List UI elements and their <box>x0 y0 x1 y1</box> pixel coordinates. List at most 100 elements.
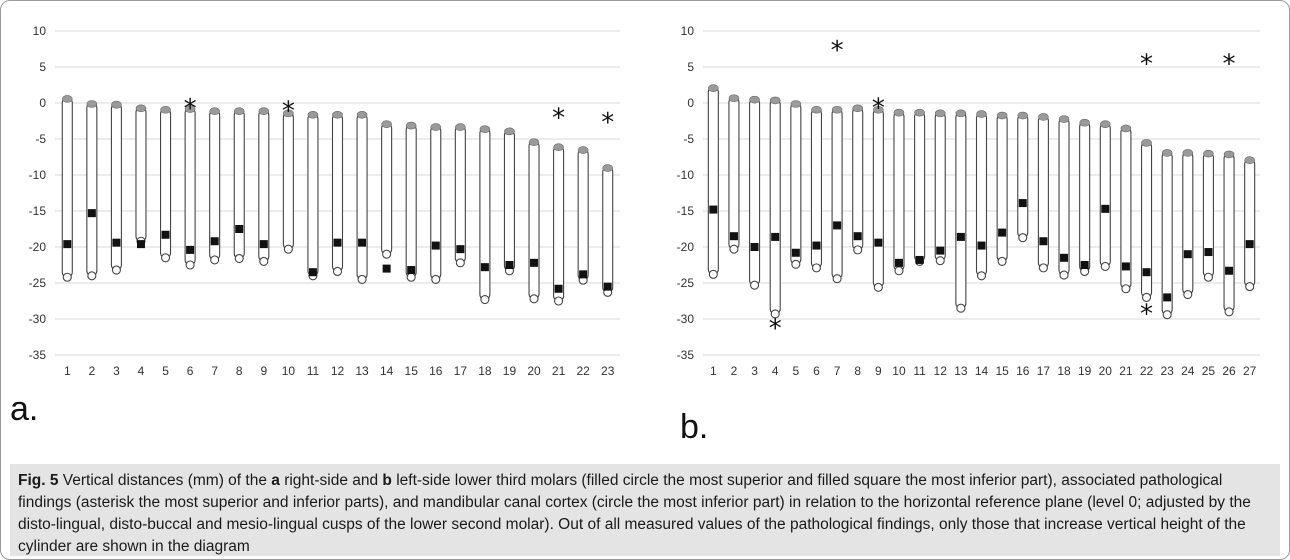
panel-a-top-marker <box>258 107 270 115</box>
panel-b-x-tick-label: 6 <box>813 364 820 378</box>
panel-a-x-tick-label: 1 <box>64 364 71 378</box>
panel-a-inferior-square <box>136 240 145 249</box>
panel-b-y-tick-label: -15 <box>677 204 695 218</box>
panel-b-cylinder <box>728 96 740 250</box>
panel-a-inferior-square <box>407 266 416 275</box>
panel-a-cylinder <box>61 97 73 278</box>
panel-a-x-tick-label: 5 <box>162 364 169 378</box>
panel-b-x-tick-label: 24 <box>1181 364 1195 378</box>
panel-a-x-tick-label: 3 <box>113 364 120 378</box>
panel-a-top-marker <box>283 109 294 118</box>
panel-a-canal-circle <box>87 271 97 281</box>
panel-b-top-marker <box>914 108 925 117</box>
panel-a-canal-circle <box>406 272 416 282</box>
panel-b-top-marker <box>1244 156 1255 164</box>
panel-b-top-marker <box>852 104 864 113</box>
panel-a-x-tick-label: 10 <box>282 364 296 378</box>
panel-a-inferior-square <box>480 263 489 272</box>
panel-a-inferior-square <box>87 209 96 218</box>
panel-label-b: b. <box>680 408 709 446</box>
caption-text-1: Vertical distances (mm) of the <box>58 472 272 489</box>
panel-a-top-marker <box>504 127 515 136</box>
panel-b-y-tick-label: -5 <box>683 132 694 146</box>
panel-b-canal-circle <box>1203 272 1213 282</box>
panel-b-top-marker <box>790 100 802 108</box>
panel-b-top-marker <box>708 84 719 92</box>
panel-b-y-tick-label: -25 <box>677 276 695 290</box>
panel-b-x-tick-label: 15 <box>995 364 1009 378</box>
panel-a-canal-circle <box>234 253 244 264</box>
panel-b-inferior-square <box>853 232 862 241</box>
panel-b-y-tick-label: 0 <box>687 96 694 110</box>
panel-a-canal-circle <box>332 266 343 277</box>
panel-a-inferior-square <box>161 230 170 239</box>
panel-a-canal-circle <box>357 274 367 284</box>
panel-b-inferior-square <box>833 221 842 230</box>
panel-a-top-marker <box>553 143 564 151</box>
panel-b-cylinder <box>1058 117 1070 276</box>
panel-a-inferior-square <box>382 264 391 273</box>
panel-b-inferior-square <box>1142 268 1151 277</box>
panel-a-cylinder <box>184 107 196 266</box>
panel-b-x-tick-label: 3 <box>751 364 758 378</box>
panel-b-x-tick-label: 5 <box>792 364 799 378</box>
panel-a-top-marker <box>233 107 245 115</box>
panel-b-x-tick-label: 13 <box>954 364 968 378</box>
panel-b-top-marker <box>955 109 967 118</box>
panel-b-x-tick-label: 10 <box>892 364 906 378</box>
panel-a-x-tick-label: 16 <box>429 364 443 378</box>
panel-b-canal-circle <box>1059 270 1069 280</box>
panel-a-cylinder <box>258 109 270 262</box>
panel-b-cylinder <box>955 111 967 309</box>
panel-a-x-tick-label: 18 <box>478 364 492 378</box>
panel-a-y-tick-label: -15 <box>29 204 47 218</box>
panel-b-inferior-square <box>915 255 924 264</box>
panel-b-inferior-square <box>729 232 738 241</box>
panel-b-x-tick-label: 17 <box>1037 364 1051 378</box>
panel-b-top-marker <box>996 111 1008 120</box>
panel-a-cylinder <box>577 148 589 281</box>
panel-b-cylinder <box>975 112 988 277</box>
panel-a-x-tick-label: 23 <box>601 364 615 378</box>
panel-a-cylinder <box>135 106 147 242</box>
panel-b-top-marker <box>1058 115 1070 123</box>
panel-b-top-marker <box>1017 111 1029 120</box>
panel-b-asterisk: * <box>1140 50 1153 80</box>
panel-a-y-tick-label: -20 <box>29 240 47 254</box>
panel-b-canal-circle <box>956 303 966 313</box>
panel-b-cylinder <box>872 108 884 288</box>
panel-b-canal-circle <box>791 259 801 269</box>
panel-b-y-tick-label: 10 <box>681 24 695 38</box>
panel-b-x-tick-label: 7 <box>834 364 841 378</box>
panel-b-top-marker <box>1141 139 1152 147</box>
panel-b-inferior-square <box>812 241 821 250</box>
panel-b-top-marker <box>893 108 905 117</box>
panel-a-cylinder <box>503 129 516 272</box>
panel-b-asterisk: * <box>872 93 885 123</box>
panel-a-asterisk: * <box>282 96 295 126</box>
panel-a-top-marker <box>602 164 614 172</box>
panel-a-x-tick-label: 15 <box>405 364 419 378</box>
panel-a-canal-circle <box>431 274 441 284</box>
panel-a-x-tick-label: 7 <box>211 364 218 378</box>
panel-b-top-marker <box>934 109 946 118</box>
panel-b-x-tick-label: 9 <box>875 364 882 378</box>
panel-b-canal-circle <box>811 263 822 273</box>
panel-a-y-tick-label: 5 <box>39 60 46 74</box>
panel-a-canal-circle <box>111 265 121 275</box>
panel-a-asterisk: * <box>184 94 197 124</box>
panel-a-canal-circle <box>210 255 220 265</box>
panel-b-x-tick-label: 26 <box>1222 364 1236 378</box>
panel-b-y-tick-label: -30 <box>677 312 695 326</box>
panel-a-y-tick-label: -35 <box>29 348 47 362</box>
figure-caption: Fig. 5 Vertical distances (mm) of the a … <box>10 464 1280 556</box>
panel-b-cylinder <box>893 111 905 272</box>
panel-a-top-marker <box>307 111 319 119</box>
panel-b-canal-circle <box>873 282 883 292</box>
panel-a-cylinder <box>528 140 540 300</box>
panel-b-canal-circle <box>976 271 987 281</box>
panel-a-canal-circle <box>62 272 72 282</box>
panel-b-cylinder <box>1079 121 1091 273</box>
panel-b-y-tick-label: -20 <box>677 240 695 254</box>
panel-a-x-tick-label: 9 <box>260 364 267 378</box>
